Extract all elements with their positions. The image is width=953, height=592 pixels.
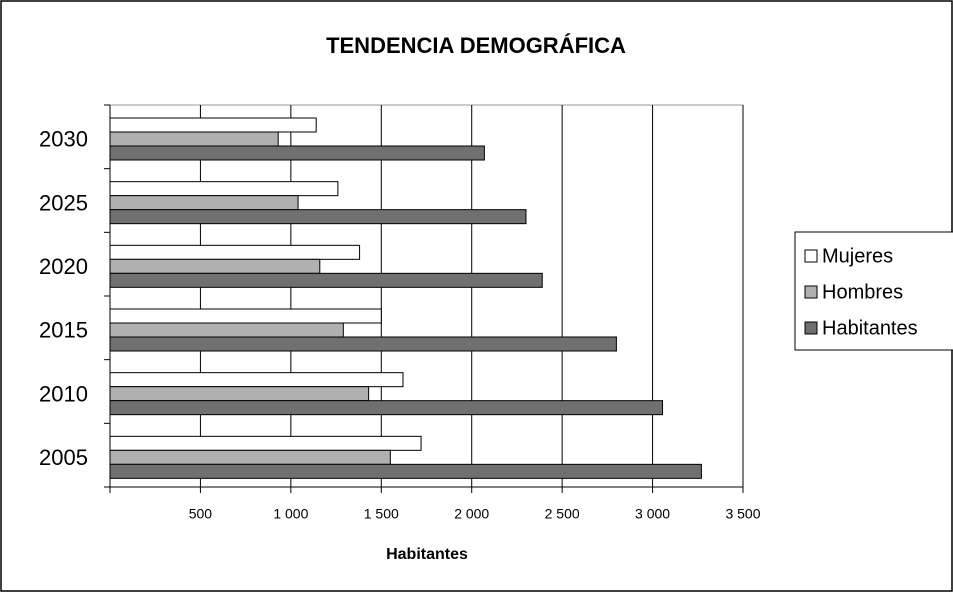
bar <box>109 372 404 388</box>
y-tick-label: 2005 <box>39 445 88 470</box>
bar <box>109 117 317 133</box>
bar <box>109 463 702 479</box>
x-tick-label: 3 000 <box>635 506 670 522</box>
bar <box>109 272 543 288</box>
x-tick-label: 500 <box>189 506 213 522</box>
plot-area <box>109 104 744 488</box>
y-tick-label: 2025 <box>39 190 88 215</box>
bar <box>109 336 617 352</box>
bar <box>109 400 664 416</box>
legend-label: Hombres <box>822 281 903 303</box>
legend-label: Mujeres <box>822 245 893 267</box>
y-tick-label: 2020 <box>39 254 88 279</box>
x-tick-label: 3 500 <box>725 506 760 522</box>
bar <box>109 181 339 197</box>
x-tick-label: 1 500 <box>364 506 399 522</box>
legend-swatch <box>804 321 818 335</box>
x-tick-label: 1 000 <box>273 506 308 522</box>
y-tick-label: 2010 <box>39 381 88 406</box>
bar <box>109 449 391 465</box>
bar <box>109 244 361 260</box>
legend-box <box>794 231 953 351</box>
bar <box>109 435 422 451</box>
bar <box>109 308 382 324</box>
y-tick-label: 2030 <box>39 127 88 152</box>
legend-label: Habitantes <box>822 317 918 339</box>
x-tick-label: 2 000 <box>454 506 489 522</box>
bar <box>109 322 344 338</box>
bar <box>109 258 321 274</box>
x-tick-label: 2 500 <box>545 506 580 522</box>
bar <box>109 195 299 211</box>
bar <box>109 131 279 147</box>
bar <box>109 209 527 225</box>
x-axis-label: Habitantes <box>386 546 468 563</box>
y-tick-label: 2015 <box>39 318 88 343</box>
legend-swatch <box>804 249 818 263</box>
bar <box>109 386 370 402</box>
legend-swatch <box>804 285 818 299</box>
bar <box>109 145 485 161</box>
chart-title: TENDENCIA DEMOGRÁFICA <box>326 33 626 58</box>
